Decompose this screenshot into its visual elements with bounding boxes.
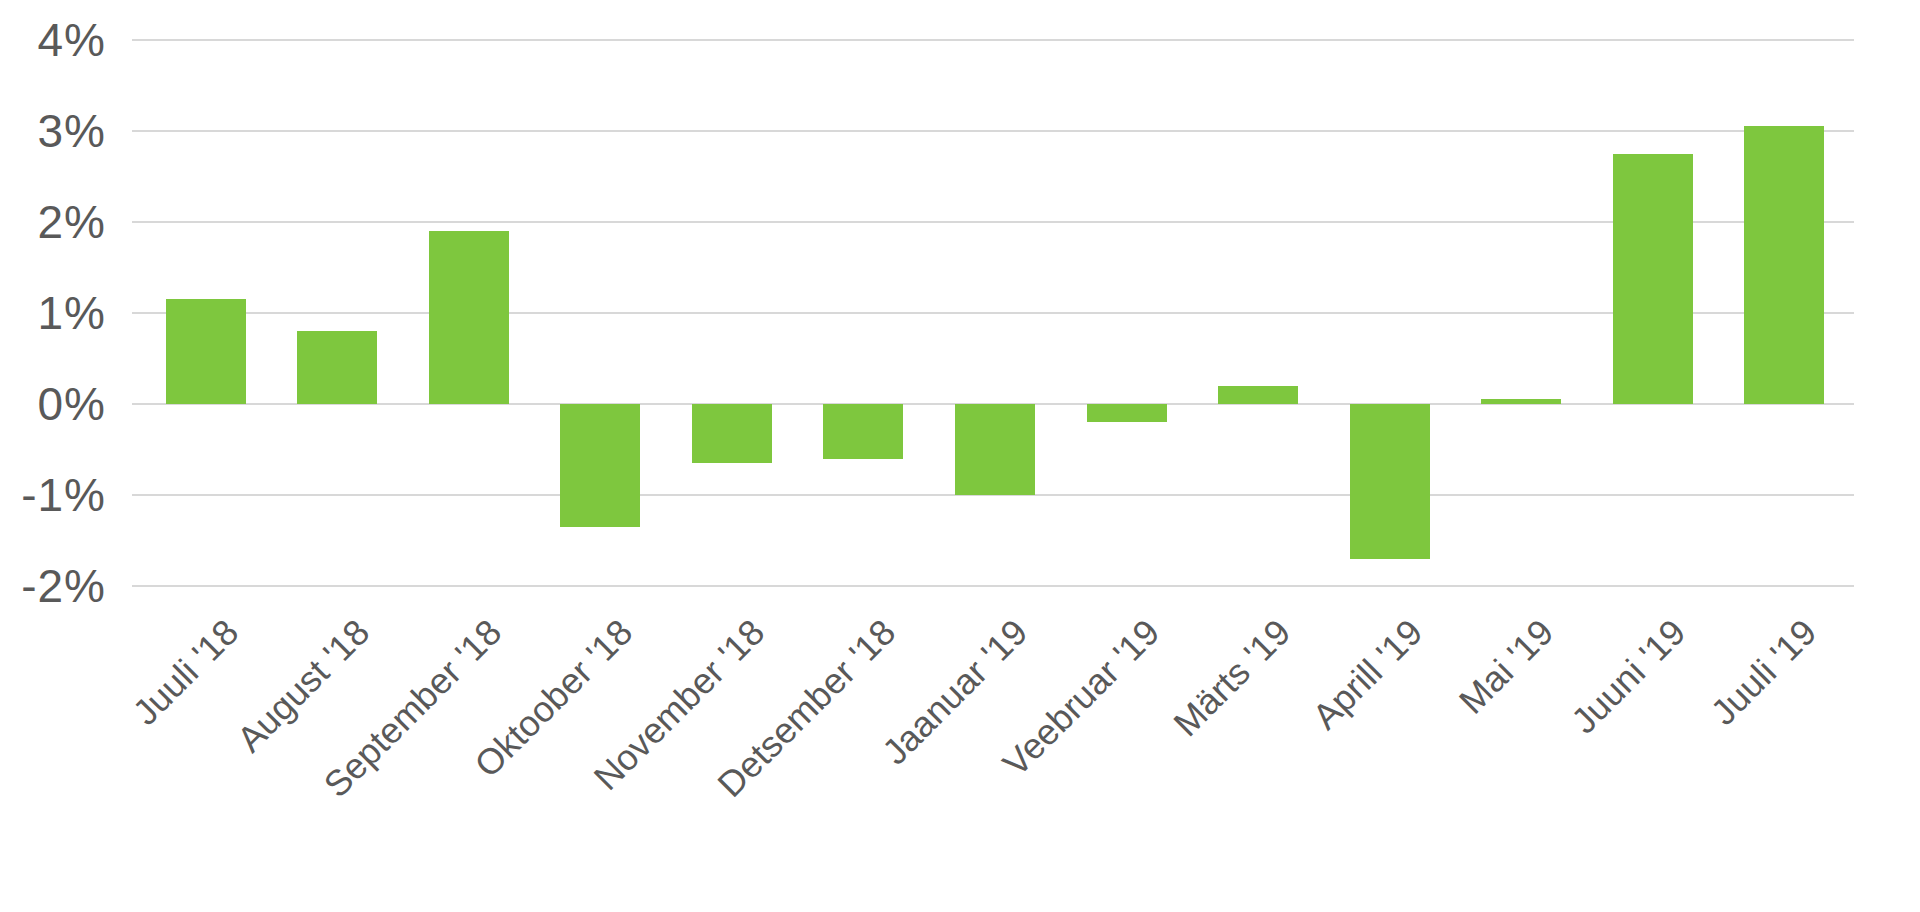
bar	[1613, 154, 1693, 404]
x-axis-category-label: Märts '19	[1166, 612, 1298, 744]
bar	[1481, 399, 1561, 404]
gridline	[132, 130, 1854, 132]
bar	[166, 299, 246, 404]
bar-chart: 4%3%2%1%0%-1%-2% Juuli '18August '18Sept…	[0, 0, 1920, 912]
bar	[1218, 386, 1298, 404]
x-axis-category-label: Mai '19	[1452, 612, 1562, 722]
x-axis-category-label: Aprill '19	[1305, 612, 1430, 737]
bar	[297, 331, 377, 404]
x-axis-category-label: Juuli '19	[1704, 612, 1825, 733]
bar	[1087, 404, 1167, 422]
gridline	[132, 312, 1854, 314]
gridline	[132, 39, 1854, 41]
bar	[1744, 126, 1824, 404]
x-axis-category-label: Juuni '19	[1564, 612, 1693, 741]
gridline	[132, 221, 1854, 223]
y-axis-tick-label: -2%	[0, 563, 106, 609]
y-axis-tick-label: 4%	[0, 17, 106, 63]
bar	[560, 404, 640, 527]
bar	[1350, 404, 1430, 559]
y-axis-tick-label: 1%	[0, 290, 106, 336]
bar	[955, 404, 1035, 495]
y-axis-tick-label: 2%	[0, 199, 106, 245]
y-axis-tick-label: -1%	[0, 472, 106, 518]
y-axis-tick-label: 3%	[0, 108, 106, 154]
bar	[823, 404, 903, 459]
bar	[429, 231, 509, 404]
x-axis-category-label: Juuli '18	[125, 612, 246, 733]
y-axis-tick-label: 0%	[0, 381, 106, 427]
gridline	[132, 585, 1854, 587]
bar	[692, 404, 772, 463]
